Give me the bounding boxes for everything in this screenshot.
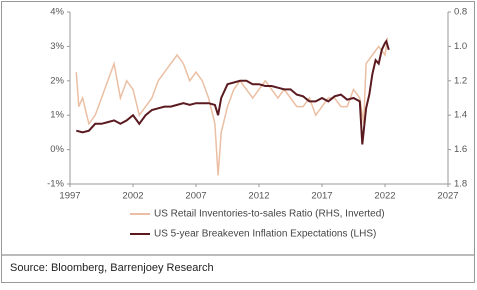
y-tick-label: 0% (50, 144, 64, 155)
x-tick-label: 2007 (185, 191, 206, 202)
y2-tick-label: 1.2 (454, 75, 467, 86)
y-tick-label: -1% (47, 179, 64, 190)
x-tick-label: 2017 (311, 191, 332, 202)
x-tick-label: 1997 (59, 191, 80, 202)
y-tick-label: 3% (50, 41, 64, 52)
series-line (75, 37, 389, 176)
legend-label: US 5-year Breakeven Inflation Expectatio… (154, 229, 376, 240)
legend-label: US Retail Inventories-to-sales Ratio (RH… (154, 209, 385, 220)
x-tick-label: 2027 (437, 191, 458, 202)
frame (1, 1, 475, 283)
y-tick-label: 4% (50, 7, 64, 18)
y2-tick-label: 1.0 (454, 41, 467, 52)
series-line (76, 38, 390, 145)
x-tick-label: 2012 (248, 191, 269, 202)
x-tick-label: 2022 (374, 191, 395, 202)
y2-tick-label: 1.6 (454, 144, 467, 155)
y2-tick-label: 1.4 (454, 110, 467, 121)
y2-tick-label: 1.8 (454, 179, 467, 190)
y-tick-label: 2% (50, 75, 64, 86)
x-tick-label: 2002 (122, 191, 143, 202)
y2-tick-label: 0.8 (454, 7, 467, 18)
y-tick-label: 1% (50, 110, 64, 121)
source: Source: Bloomberg, Barrenjoey Research (10, 262, 214, 274)
